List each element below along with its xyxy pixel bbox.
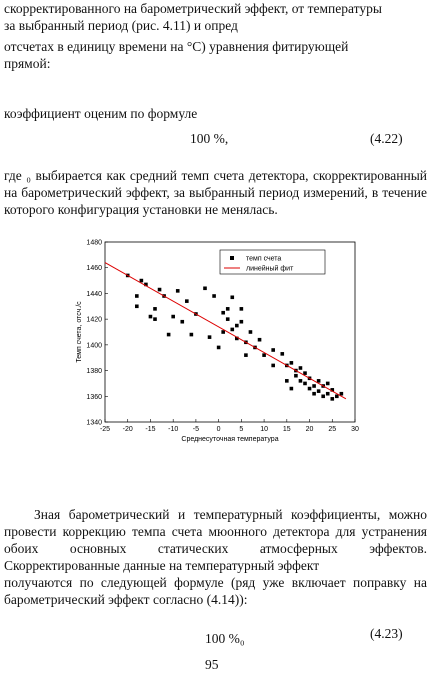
paragraph: Зная барометрический и температурный коэ… bbox=[4, 507, 427, 573]
x-tick-label: -10 bbox=[168, 426, 178, 433]
formula-number: (4.22) bbox=[370, 131, 403, 146]
point bbox=[239, 307, 244, 311]
point bbox=[153, 317, 157, 321]
y-tick-label: 1380 bbox=[86, 368, 102, 375]
point bbox=[248, 330, 253, 334]
point bbox=[135, 294, 139, 298]
x-tick-label: 15 bbox=[283, 426, 291, 433]
point bbox=[298, 379, 303, 383]
chart: -25 -20 -15 -10 -5 0 5 10 15 20 25 30 1340 1360 1380 14… bbox=[76, 240, 359, 444]
point bbox=[335, 394, 339, 399]
legend-label: линейный фит bbox=[246, 265, 294, 273]
point bbox=[225, 307, 230, 311]
formula-number: (4.23) bbox=[370, 626, 403, 641]
point bbox=[212, 294, 216, 298]
point bbox=[257, 337, 262, 342]
point bbox=[316, 379, 321, 383]
point bbox=[294, 373, 298, 378]
point bbox=[189, 332, 194, 337]
x-tick-label: 0 bbox=[217, 426, 221, 433]
y-tick-label: 1460 bbox=[86, 265, 102, 272]
point bbox=[221, 310, 225, 315]
formula: 100 %, bbox=[190, 131, 229, 146]
point bbox=[166, 332, 171, 337]
text-line: коэффициент оценим по формуле bbox=[4, 106, 198, 121]
point bbox=[330, 397, 335, 401]
x-tick-label: -25 bbox=[100, 426, 110, 433]
point bbox=[325, 391, 330, 396]
point bbox=[339, 391, 344, 396]
point bbox=[312, 391, 316, 396]
x-tick-label: 10 bbox=[260, 426, 268, 433]
point bbox=[135, 304, 139, 309]
point bbox=[153, 307, 157, 311]
point bbox=[221, 330, 225, 334]
point bbox=[239, 319, 244, 324]
y-tick-label: 1420 bbox=[86, 317, 102, 324]
point bbox=[207, 335, 212, 339]
point bbox=[185, 299, 189, 303]
point bbox=[144, 282, 148, 287]
point bbox=[171, 314, 175, 319]
text-line: за выбранный период (рис. 4.11) и опред bbox=[4, 18, 238, 33]
text-line: скорректированного на барометрический эф… bbox=[4, 1, 382, 16]
fit-line bbox=[104, 262, 347, 400]
point bbox=[330, 388, 335, 392]
point bbox=[262, 353, 266, 357]
point bbox=[139, 278, 144, 283]
point bbox=[148, 314, 153, 319]
y-tick-label: 1440 bbox=[86, 291, 102, 298]
x-axis-label: Среднесуточная температура bbox=[181, 436, 278, 443]
text-line: прямой: bbox=[4, 56, 51, 71]
point bbox=[230, 295, 235, 300]
point bbox=[235, 323, 239, 328]
y-axis-label: Темп счета, отсч./с bbox=[76, 301, 83, 363]
point bbox=[271, 348, 275, 352]
x-tick-label: -20 bbox=[123, 426, 133, 433]
point bbox=[325, 381, 330, 386]
point bbox=[180, 319, 185, 324]
point bbox=[303, 381, 307, 386]
point bbox=[289, 361, 294, 365]
paragraph: получаются по следующей формуле (ряд уже… bbox=[4, 575, 427, 607]
point bbox=[216, 345, 221, 350]
y-tick-label: 1360 bbox=[86, 394, 102, 401]
point bbox=[235, 336, 239, 341]
point bbox=[175, 289, 180, 293]
point bbox=[312, 384, 316, 388]
x-tick-label: 25 bbox=[328, 426, 336, 433]
x-tick-label: 20 bbox=[306, 426, 314, 433]
point bbox=[307, 386, 312, 391]
paragraph: где ₀ выбирается как средний темп счета … bbox=[4, 168, 427, 217]
x-tick-label: -15 bbox=[145, 426, 155, 433]
y-tick-label: 1340 bbox=[86, 420, 102, 427]
legend-box bbox=[219, 249, 326, 275]
point bbox=[303, 371, 307, 375]
plot-frame bbox=[104, 241, 356, 423]
legend-label: темп счета bbox=[246, 256, 281, 263]
point bbox=[244, 353, 248, 357]
point bbox=[321, 394, 325, 399]
x-tick-label: 5 bbox=[239, 426, 243, 433]
point bbox=[289, 386, 294, 391]
y-tick-label: 1480 bbox=[86, 240, 102, 247]
x-tick-label: -5 bbox=[193, 426, 199, 433]
point bbox=[157, 287, 162, 292]
point bbox=[316, 389, 321, 393]
point bbox=[298, 366, 303, 370]
point bbox=[225, 317, 230, 321]
x-tick-label: 30 bbox=[351, 426, 359, 433]
legend-marker bbox=[230, 256, 234, 260]
point bbox=[203, 286, 207, 291]
formula: 100 %₀ bbox=[205, 631, 245, 646]
point bbox=[230, 327, 235, 332]
y-tick-label: 1400 bbox=[86, 342, 102, 349]
point bbox=[285, 379, 289, 383]
point bbox=[271, 363, 275, 368]
page-number: 95 bbox=[205, 657, 219, 672]
point bbox=[280, 352, 285, 356]
text-line: отсчетах в единицу времени на °С) уравне… bbox=[4, 39, 349, 54]
